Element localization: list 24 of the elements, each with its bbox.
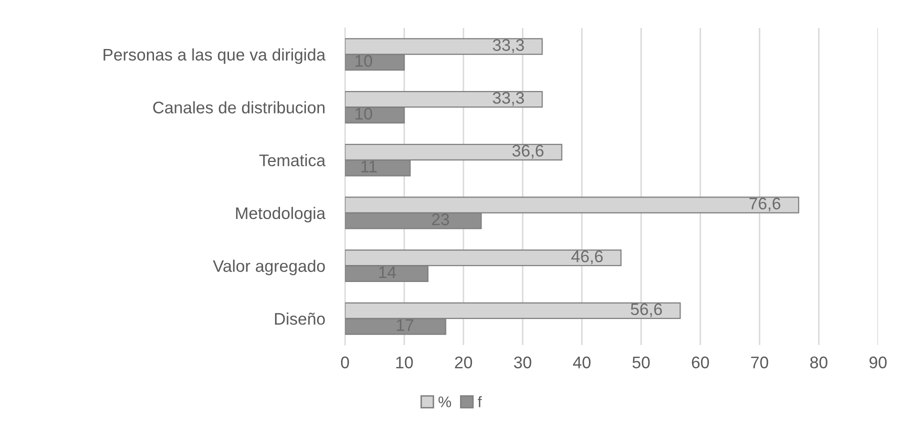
x-tick-label: 40 (573, 356, 591, 368)
data-label: 76,6 (749, 198, 780, 212)
x-tick-label: 70 (751, 356, 768, 368)
legend-label: f (478, 396, 482, 408)
y-tick-label: Diseño (275, 312, 325, 325)
legend-label: % (438, 396, 452, 408)
data-label: 56,6 (630, 303, 662, 318)
y-tick-label: Canales de distribucion (153, 101, 324, 114)
data-label: 33,3 (492, 39, 524, 53)
x-tick-label: 60 (692, 356, 709, 368)
data-label: 46,6 (571, 250, 603, 264)
x-tick-label: 10 (396, 356, 413, 368)
y-tick-label: Personas a las que va dirigida (104, 48, 326, 64)
x-tick-label: 80 (810, 356, 828, 368)
x-tick-label: 20 (455, 356, 472, 368)
data-label: 36,6 (512, 144, 544, 159)
x-tick-label: 30 (514, 356, 532, 368)
x-tick-label: 0 (341, 356, 349, 368)
y-tick-label: Valor agregado (212, 260, 325, 276)
data-label: 33,3 (492, 92, 524, 106)
x-tick-label: 50 (632, 356, 650, 368)
x-tick-label: 90 (870, 356, 887, 368)
y-tick-label: Tematica (259, 154, 326, 166)
y-tick-label: Metodologia (236, 206, 326, 222)
